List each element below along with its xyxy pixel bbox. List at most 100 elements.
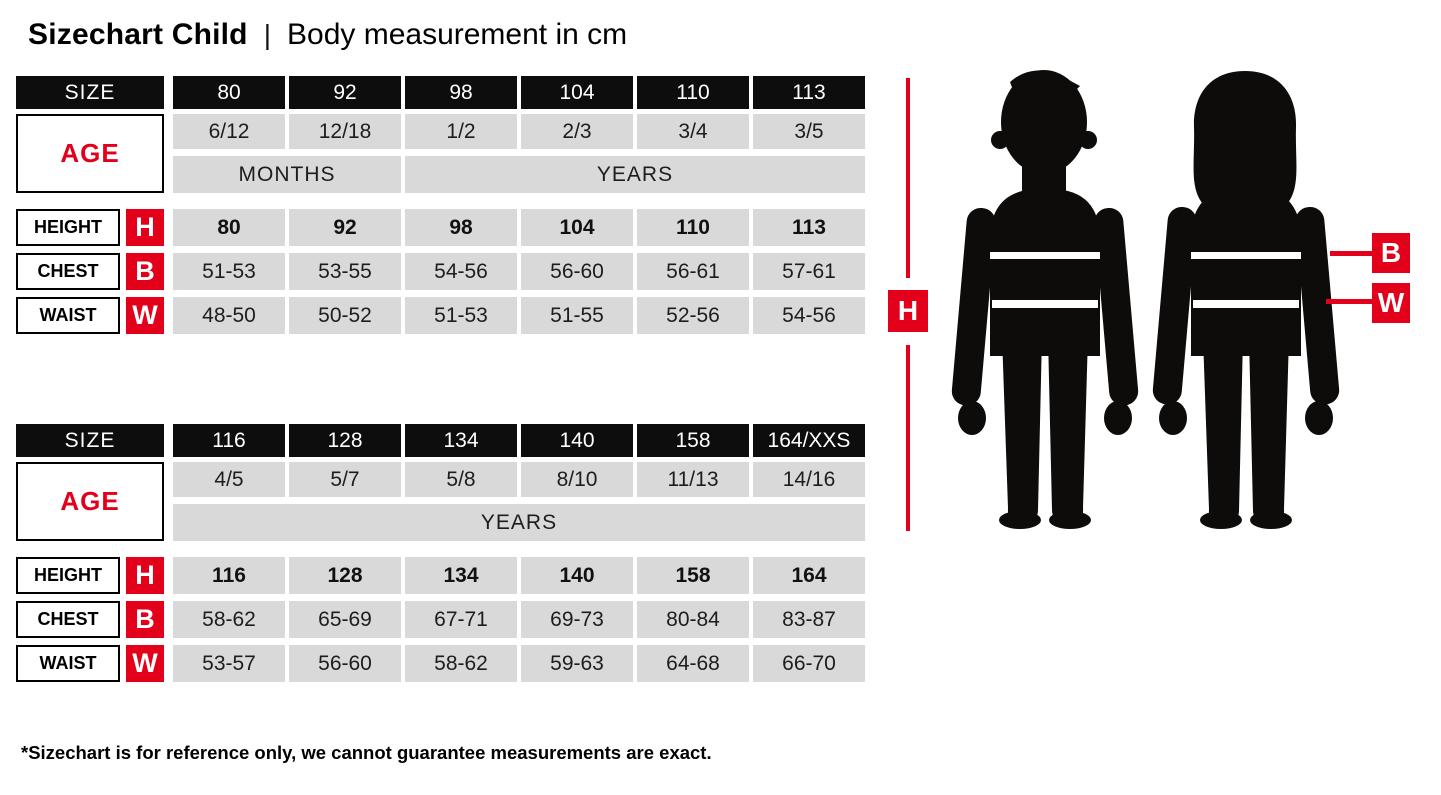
height-label: HEIGHT	[16, 209, 120, 246]
sizechart-table-small: SIZE 80 92 98 104 110 113 AGE 6/12 12/18…	[16, 76, 865, 341]
chest-cell: 83-87	[753, 601, 865, 638]
height-cell: 128	[289, 557, 401, 594]
table-row-chest: CHEST B 58-62 65-69 67-71 69-73 80-84 83…	[16, 601, 865, 638]
table-row-height: HEIGHT H 80 92 98 104 110 113	[16, 209, 865, 246]
chest-cell: 67-71	[405, 601, 517, 638]
chest-pointer-line	[1330, 251, 1372, 256]
size-cell: 164/XXS	[753, 424, 865, 457]
size-cell: 116	[173, 424, 285, 457]
height-cell: 134	[405, 557, 517, 594]
height-letter-badge: H	[126, 557, 164, 594]
boy-silhouette-icon	[951, 70, 1139, 529]
waist-label-group: WAIST W	[16, 297, 164, 334]
age-section: AGE 4/5 5/7 5/8 8/10 11/13 14/16 YEARS	[16, 462, 865, 541]
chest-letter-badge: B	[126, 601, 164, 638]
waist-label: WAIST	[16, 645, 120, 682]
chest-cell: 57-61	[753, 253, 865, 290]
table-row-age: 6/12 12/18 1/2 2/3 3/4 3/5	[16, 114, 865, 149]
height-label-group: HEIGHT H	[16, 557, 164, 594]
height-measure-line-bottom	[906, 345, 910, 531]
waist-cell: 50-52	[289, 297, 401, 334]
height-cell: 113	[753, 209, 865, 246]
chest-cell: 56-60	[521, 253, 633, 290]
size-cell: 140	[521, 424, 633, 457]
size-cell: 98	[405, 76, 517, 109]
table-row-age-units: MONTHS YEARS	[16, 156, 865, 193]
age-cell: 2/3	[521, 114, 633, 149]
waist-cell: 59-63	[521, 645, 633, 682]
age-section: AGE 6/12 12/18 1/2 2/3 3/4 3/5 MONTHS YE…	[16, 114, 865, 193]
age-cell: 3/5	[753, 114, 865, 149]
age-cell: 6/12	[173, 114, 285, 149]
title-main: Sizechart Child	[28, 18, 248, 51]
age-cell: 4/5	[173, 462, 285, 497]
waist-cell: 51-53	[405, 297, 517, 334]
waist-cell: 53-57	[173, 645, 285, 682]
girl-silhouette-icon	[1152, 71, 1340, 529]
waist-letter-badge: W	[126, 645, 164, 682]
height-cell: 92	[289, 209, 401, 246]
chest-cell: 65-69	[289, 601, 401, 638]
waist-cell: 58-62	[405, 645, 517, 682]
chest-cell: 56-61	[637, 253, 749, 290]
age-cell: 1/2	[405, 114, 517, 149]
disclaimer-footnote: *Sizechart is for reference only, we can…	[21, 742, 712, 763]
chest-cell: 54-56	[405, 253, 517, 290]
table-row-height: HEIGHT H 116 128 134 140 158 164	[16, 557, 865, 594]
age-unit-months: MONTHS	[173, 156, 401, 193]
size-cell: 128	[289, 424, 401, 457]
height-cell: 110	[637, 209, 749, 246]
waist-label-group: WAIST W	[16, 645, 164, 682]
waist-label: WAIST	[16, 297, 120, 334]
size-cell: 134	[405, 424, 517, 457]
age-cell: 12/18	[289, 114, 401, 149]
waist-cell: 56-60	[289, 645, 401, 682]
height-cell: 158	[637, 557, 749, 594]
chest-label: CHEST	[16, 601, 120, 638]
size-cell: 113	[753, 76, 865, 109]
size-header-label: SIZE	[16, 76, 164, 109]
waist-cell: 66-70	[753, 645, 865, 682]
chest-letter-badge: B	[126, 253, 164, 290]
table-row-size: SIZE 80 92 98 104 110 113	[16, 76, 865, 109]
age-unit-years: YEARS	[173, 504, 865, 541]
height-measure-line-top	[906, 78, 910, 278]
waist-cell: 51-55	[521, 297, 633, 334]
waist-marker-badge: W	[1372, 283, 1410, 323]
height-cell: 116	[173, 557, 285, 594]
size-cell: 158	[637, 424, 749, 457]
chest-label-group: CHEST B	[16, 253, 164, 290]
age-cell: 3/4	[637, 114, 749, 149]
chest-cell: 53-55	[289, 253, 401, 290]
table-row-age-units: YEARS	[16, 504, 865, 541]
age-header-label: AGE	[16, 114, 164, 193]
waist-cell: 48-50	[173, 297, 285, 334]
age-header-label: AGE	[16, 462, 164, 541]
table-row-waist: WAIST W 53-57 56-60 58-62 59-63 64-68 66…	[16, 645, 865, 682]
height-letter-badge: H	[126, 209, 164, 246]
age-cell: 5/8	[405, 462, 517, 497]
size-cell: 92	[289, 76, 401, 109]
height-marker-badge: H	[888, 290, 928, 332]
table-row-chest: CHEST B 51-53 53-55 54-56 56-60 56-61 57…	[16, 253, 865, 290]
height-cell: 98	[405, 209, 517, 246]
waist-cell: 54-56	[753, 297, 865, 334]
height-cell: 104	[521, 209, 633, 246]
page-title: Sizechart Child | Body measurement in cm	[28, 18, 627, 52]
size-cell: 80	[173, 76, 285, 109]
height-cell: 140	[521, 557, 633, 594]
chest-cell: 69-73	[521, 601, 633, 638]
size-cell: 110	[637, 76, 749, 109]
chest-cell: 51-53	[173, 253, 285, 290]
waist-cell: 64-68	[637, 645, 749, 682]
size-cell: 104	[521, 76, 633, 109]
chest-cell: 58-62	[173, 601, 285, 638]
table-row-size: SIZE 116 128 134 140 158 164/XXS	[16, 424, 865, 457]
chest-marker-badge: B	[1372, 233, 1410, 273]
age-cell: 8/10	[521, 462, 633, 497]
table-row-age: 4/5 5/7 5/8 8/10 11/13 14/16	[16, 462, 865, 497]
height-cell: 80	[173, 209, 285, 246]
age-cell: 5/7	[289, 462, 401, 497]
age-cell: 14/16	[753, 462, 865, 497]
